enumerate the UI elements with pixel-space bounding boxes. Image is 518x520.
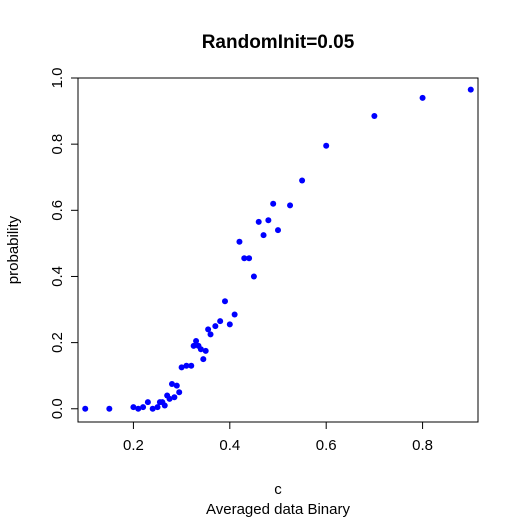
data-point xyxy=(171,394,178,401)
data-point xyxy=(226,321,233,328)
data-point xyxy=(241,255,248,262)
data-point xyxy=(236,238,243,245)
data-point xyxy=(173,382,180,389)
data-point xyxy=(140,404,147,411)
data-point xyxy=(212,323,219,330)
data-point xyxy=(176,389,183,396)
x-tick-label: 0.4 xyxy=(219,437,240,454)
data-point xyxy=(161,402,168,409)
data-point xyxy=(299,177,306,184)
data-point xyxy=(190,342,197,349)
x-tick-label: 0.8 xyxy=(412,437,433,454)
data-point xyxy=(246,255,253,262)
data-point xyxy=(287,202,294,209)
data-point xyxy=(149,405,156,412)
y-tick-label: 0.0 xyxy=(49,398,66,419)
data-point xyxy=(275,227,281,234)
data-point xyxy=(255,218,262,225)
data-point xyxy=(419,94,426,101)
data-point xyxy=(260,232,267,239)
x-tick-label: 0.6 xyxy=(316,437,337,454)
data-point xyxy=(82,405,89,412)
data-point xyxy=(178,364,185,371)
data-point xyxy=(265,217,272,224)
data-point xyxy=(323,142,330,149)
y-axis-label: probability xyxy=(5,215,22,284)
data-point xyxy=(188,362,195,369)
y-axis: 0.0 0.2 0.4 0.6 0.8 1.0 xyxy=(49,68,78,419)
y-tick-label: 0.2 xyxy=(49,332,66,353)
data-point xyxy=(221,298,228,305)
data-point xyxy=(166,395,173,402)
x-axis-label: c xyxy=(274,481,282,498)
data-point xyxy=(106,405,113,412)
data-point xyxy=(130,404,137,411)
data-point xyxy=(467,86,474,93)
data-points xyxy=(82,86,474,412)
data-point xyxy=(231,311,238,318)
x-axis: 0.2 0.4 0.6 0.8 xyxy=(123,422,433,454)
y-tick-label: 0.4 xyxy=(49,266,66,287)
data-point xyxy=(168,380,175,387)
y-tick-label: 1.0 xyxy=(49,68,66,89)
data-point xyxy=(135,405,142,412)
data-point xyxy=(197,346,204,353)
plot-frame xyxy=(77,77,479,423)
data-point xyxy=(207,331,214,338)
data-point xyxy=(371,113,378,120)
x-axis-sublabel: Averaged data Binary xyxy=(206,501,350,518)
chart-title: RandomInit=0.05 xyxy=(202,32,355,53)
y-tick-label: 0.6 xyxy=(49,200,66,221)
data-point xyxy=(144,399,151,406)
data-point xyxy=(270,200,277,207)
data-point xyxy=(250,273,257,280)
y-tick-label: 0.8 xyxy=(49,134,66,155)
data-point xyxy=(183,362,190,369)
x-tick-label: 0.2 xyxy=(123,437,144,454)
data-point xyxy=(205,326,212,333)
data-point xyxy=(217,318,224,325)
data-point xyxy=(202,347,209,354)
data-point xyxy=(200,356,207,363)
data-point xyxy=(154,404,161,411)
data-point xyxy=(193,337,200,344)
